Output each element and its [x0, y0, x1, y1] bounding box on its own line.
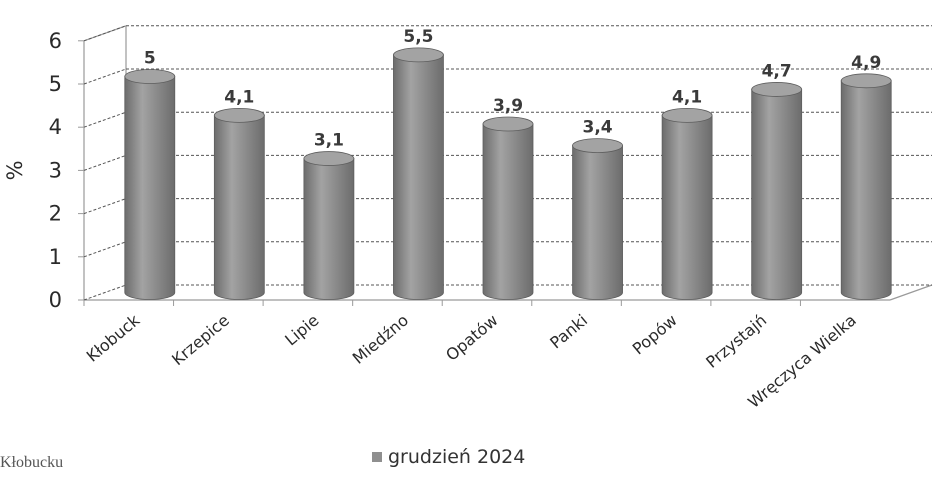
bar-top: [661, 107, 713, 123]
data-label: 3,9: [493, 96, 523, 116]
bar-top: [840, 73, 892, 89]
x-tick-label: Opatów: [442, 311, 501, 365]
x-tick-label: Panki: [546, 311, 591, 353]
y-tick-label: 6: [49, 29, 62, 53]
y-tick-label: 0: [49, 288, 62, 312]
bar: [840, 80, 892, 300]
bar: [213, 114, 265, 300]
y-tick-label: 2: [49, 202, 62, 226]
x-tick-label: Popów: [629, 311, 681, 359]
data-label: 4,9: [851, 53, 881, 73]
x-tick-label: Miedźno: [349, 311, 412, 368]
data-label: 3,1: [314, 131, 344, 151]
y-tick-label: 1: [49, 245, 62, 269]
bar-top: [124, 69, 176, 84]
gridline-depth: [83, 154, 127, 171]
bar-top: [303, 151, 355, 166]
bar: [751, 89, 803, 300]
bar: [393, 54, 444, 300]
data-label: 3,4: [582, 118, 612, 138]
y-tick-label: 4: [49, 115, 62, 139]
x-tick-label: Lipie: [281, 311, 322, 350]
page-fragment-text: Kłobucku: [0, 454, 64, 471]
bar: [661, 114, 713, 300]
y-tick-label: 3: [49, 158, 62, 182]
y-tick-label: 5: [49, 72, 62, 96]
floor-right-edge: [889, 284, 933, 301]
data-label: 5: [144, 49, 156, 69]
gridline-depth: [83, 284, 127, 301]
bar-top: [393, 47, 444, 63]
x-tick-label: Przystajń: [702, 311, 770, 372]
data-label: 5,5: [403, 27, 433, 47]
bar-top: [751, 82, 803, 97]
legend-swatch: [372, 452, 382, 462]
data-label: 4,1: [672, 87, 702, 107]
bar: [572, 145, 623, 300]
bar: [303, 158, 355, 300]
data-label: 4,7: [762, 61, 792, 81]
bar-top: [572, 138, 623, 154]
bar: [124, 76, 176, 300]
gridline-depth: [83, 111, 127, 128]
gridline-depth: [83, 198, 127, 215]
legend: grudzień 2024: [372, 446, 525, 468]
gridline-depth: [83, 68, 127, 85]
data-label: 4,1: [224, 87, 254, 107]
x-tick-label: Krzepice: [168, 311, 233, 370]
bar-top: [482, 116, 534, 132]
x-tick-label: Kłobuck: [83, 310, 144, 366]
y-axis-label: %: [3, 160, 27, 180]
gridline-depth: [83, 25, 127, 42]
bar-top: [213, 107, 265, 123]
bar: [482, 123, 534, 300]
legend-label: grudzień 2024: [388, 446, 526, 468]
gridline-depth: [83, 241, 127, 258]
